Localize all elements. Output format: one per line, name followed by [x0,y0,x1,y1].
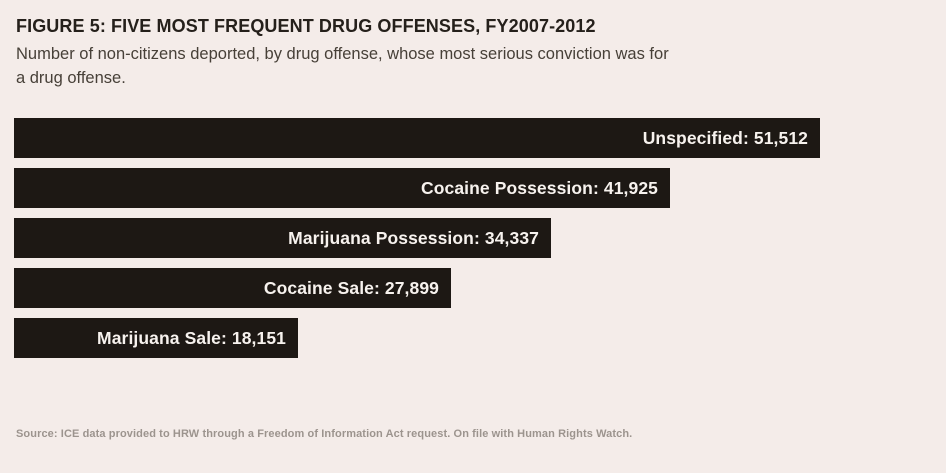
bar-label: Cocaine Sale: 27,899 [263,277,439,298]
bar-marijuana-possession: Marijuana Possession: 34,337 [14,218,551,258]
bar-cocaine-sale: Cocaine Sale: 27,899 [14,268,451,308]
bar-cocaine-possession: Cocaine Possession: 41,925 [14,168,670,208]
figure-title: FIGURE 5: FIVE MOST FREQUENT DRUG OFFENS… [16,16,596,36]
bar-row: Cocaine Sale: 27,899 [14,268,930,308]
bar-marijuana-sale: Marijuana Sale: 18,151 [14,318,298,358]
bar-row: Cocaine Possession: 41,925 [14,168,930,208]
bar-label: Unspecified: 51,512 [642,127,808,148]
bar-row: Marijuana Possession: 34,337 [14,218,930,258]
figure-subtitle-line-2: a drug offense. [16,69,126,87]
bar-chart: Unspecified: 51,512 Cocaine Possession: 4… [14,118,930,358]
figure-container: FIGURE 5: FIVE MOST FREQUENT DRUG OFFENS… [14,16,930,358]
bar-label: Cocaine Possession: 41,925 [420,177,658,198]
bar-label: Marijuana Sale: 18,151 [97,327,286,348]
bar-unspecified: Unspecified: 51,512 [14,118,820,158]
bar-row: Marijuana Sale: 18,151 [14,318,930,358]
bar-label: Marijuana Possession: 34,337 [288,227,539,248]
figure-subtitle: Number of non-citizens deported, by drug… [16,42,930,90]
source-note: Source: ICE data provided to HRW through… [16,428,633,440]
figure-subtitle-line-1: Number of non-citizens deported, by drug… [16,45,669,63]
bar-row: Unspecified: 51,512 [14,118,930,158]
